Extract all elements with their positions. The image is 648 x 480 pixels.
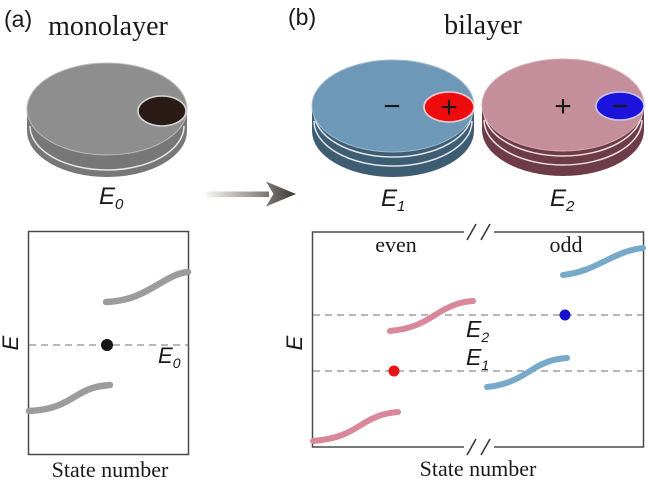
gray-curve-lower <box>25 381 114 415</box>
axis-break-marks-bottom <box>466 438 491 456</box>
pink-disk-layer-line-2 <box>483 119 643 166</box>
panel-b-tag: (b) <box>288 4 316 30</box>
pink-disk-layer-line-1 <box>483 110 643 157</box>
monolayer-plot-frame <box>27 230 190 456</box>
blue-disk-center-sign: − <box>383 90 401 123</box>
monolayer-disk-label: E0 <box>99 183 124 213</box>
zero-mode-dot <box>101 339 113 351</box>
pink-curve-upper <box>387 298 476 334</box>
even-zero-mode-dot <box>388 365 400 377</box>
bilayer-disk-1-illustration: − + <box>311 59 475 177</box>
blue-disk-layer-line-2 <box>313 120 473 167</box>
gray-disk-side <box>27 109 187 177</box>
red-charge-ellipse <box>423 91 475 123</box>
odd-zero-mode-dot <box>559 309 571 321</box>
axis-break-marks-top <box>466 223 491 241</box>
bilayer-plot: even odd E2 E1 E State number <box>282 223 646 480</box>
disk-hole <box>137 95 187 127</box>
blue-disk-layer-line-1 <box>313 111 473 158</box>
transition-arrow-icon <box>207 181 296 207</box>
top-break-gap <box>464 229 494 235</box>
pink-disk-center-sign: + <box>554 90 572 123</box>
e1-level-label: E1 <box>466 344 489 373</box>
panel-a-title: monolayer <box>48 11 168 42</box>
bottom-break-gap <box>464 444 494 450</box>
monolayer-x-axis-label: State number <box>52 457 169 480</box>
bilayer-disk-1-label: E1 <box>381 185 405 215</box>
blue-ellipse-sign: − <box>611 90 629 123</box>
e0-level-label: E0 <box>158 343 181 371</box>
gray-disk-top <box>26 62 188 156</box>
bilayer-disk-2-label: E2 <box>550 185 575 215</box>
monolayer-disk-illustration <box>26 62 188 177</box>
gray-curve-upper <box>102 268 192 306</box>
even-section-label: even <box>375 232 417 257</box>
bilayer-y-axis-label: E <box>282 335 307 350</box>
blue-charge-ellipse <box>595 91 645 121</box>
panel-b-title: bilayer <box>444 10 522 41</box>
e2-level-label: E2 <box>466 316 489 345</box>
panel-a-tag: (a) <box>4 6 32 32</box>
pink-curve-lower <box>310 409 401 444</box>
bilayer-disk-2-illustration: + − <box>481 58 645 176</box>
blue-curve-lower <box>484 355 570 390</box>
blue-curve-upper <box>560 245 646 278</box>
monolayer-y-axis-label: E <box>0 335 23 350</box>
odd-section-label: odd <box>550 232 583 257</box>
gray-disk-rim-highlight <box>29 125 185 171</box>
red-ellipse-sign: + <box>440 91 458 124</box>
monolayer-plot: E0 E State number <box>0 230 192 480</box>
bilayer-x-axis-label: State number <box>420 456 537 480</box>
